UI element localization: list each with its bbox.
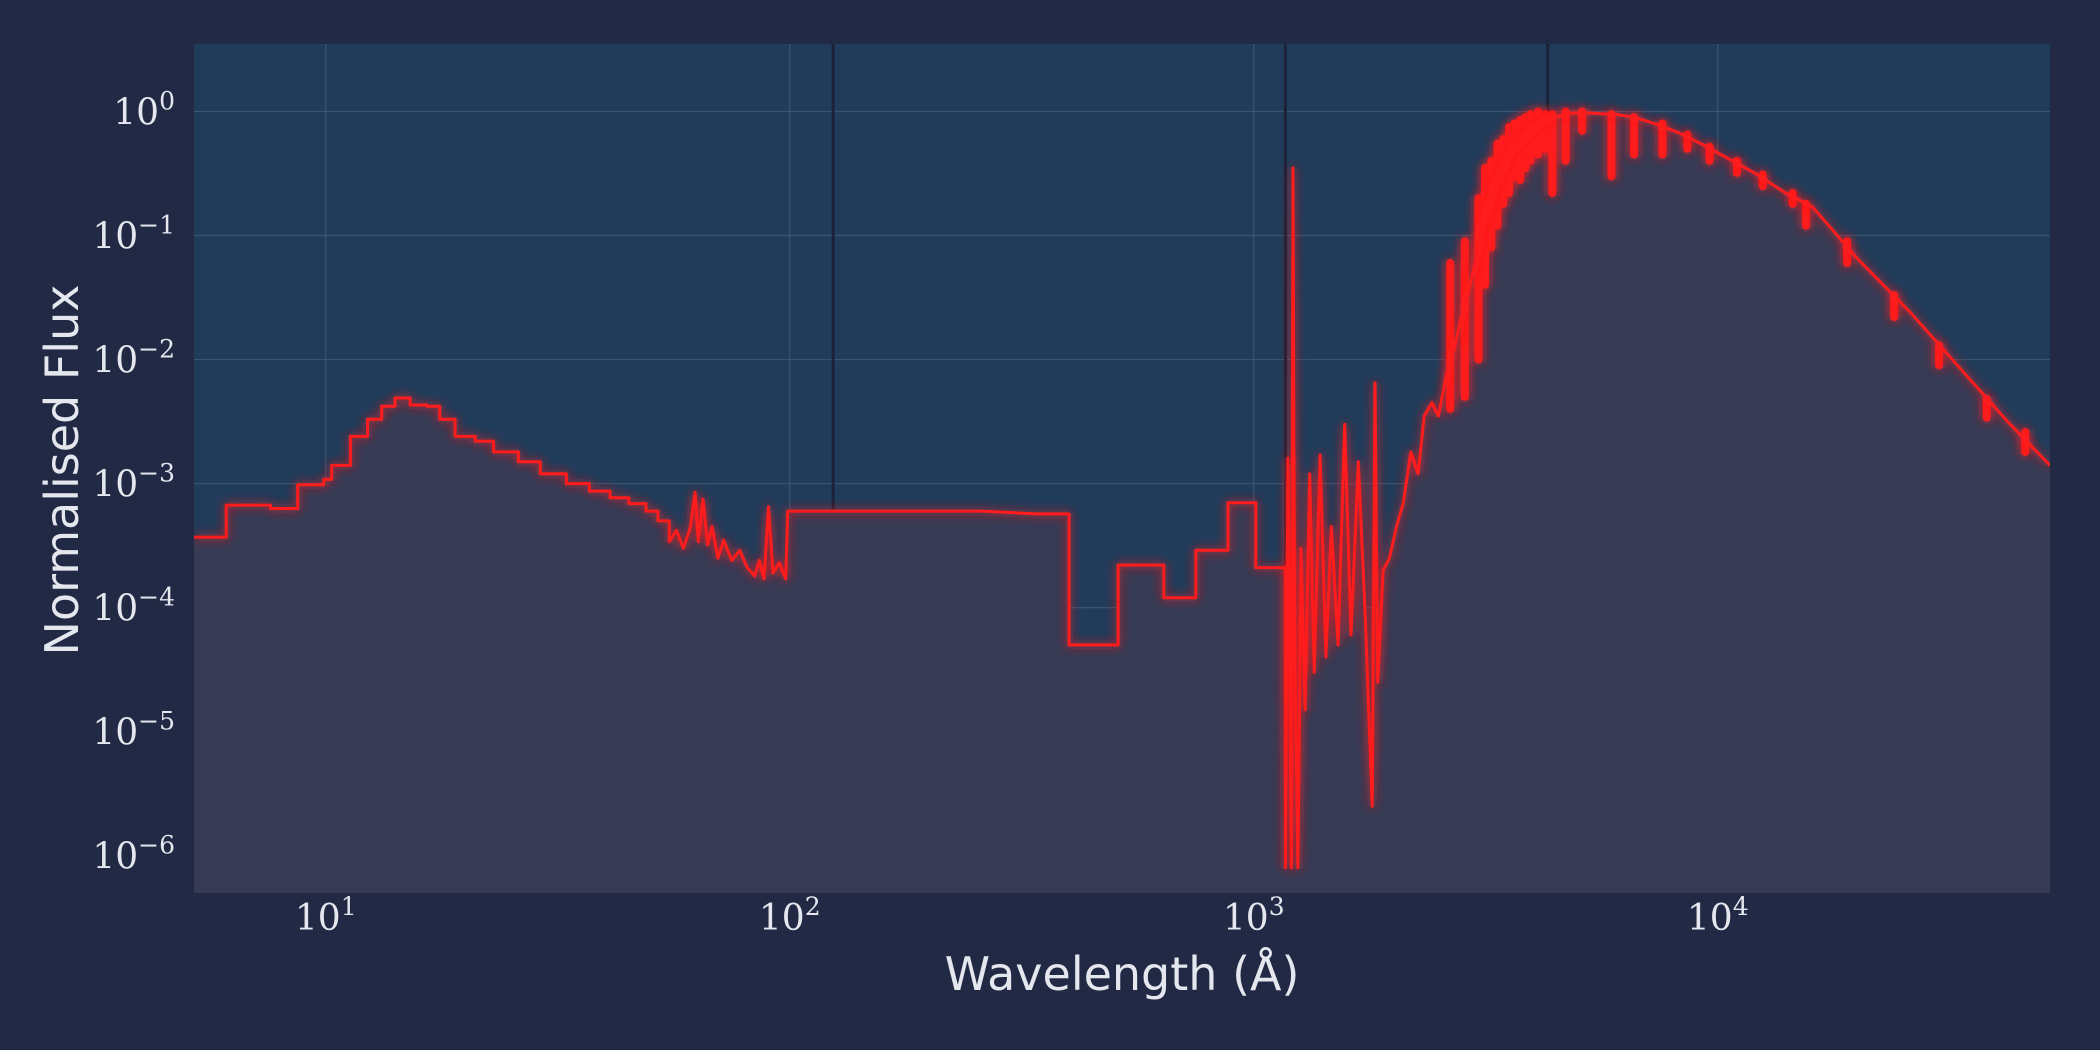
x-tick-label: 102 xyxy=(759,892,821,939)
y-axis-label: Normalised Flux xyxy=(35,285,89,656)
y-tick-label: 10−3 xyxy=(92,459,175,506)
y-tick-label: 10−1 xyxy=(92,211,175,258)
y-axis-ticks: 100 10−1 10−2 10−3 10−4 10−5 10−6 xyxy=(92,86,175,877)
y-tick-label: 10−4 xyxy=(92,583,175,630)
x-axis-ticks: 101 102 103 104 xyxy=(295,892,1749,939)
x-tick-label: 101 xyxy=(295,892,357,939)
y-tick-label: 100 xyxy=(113,86,175,133)
y-tick-label: 10−6 xyxy=(92,831,175,878)
x-tick-label: 104 xyxy=(1687,892,1749,939)
x-axis-label: Wavelength (Å) xyxy=(945,947,1300,1001)
spectrum-line xyxy=(194,111,2050,870)
y-tick-label: 10−5 xyxy=(92,707,175,754)
spectrum-fill xyxy=(194,112,2050,893)
x-tick-label: 103 xyxy=(1223,892,1285,939)
y-tick-label: 10−2 xyxy=(92,335,175,382)
